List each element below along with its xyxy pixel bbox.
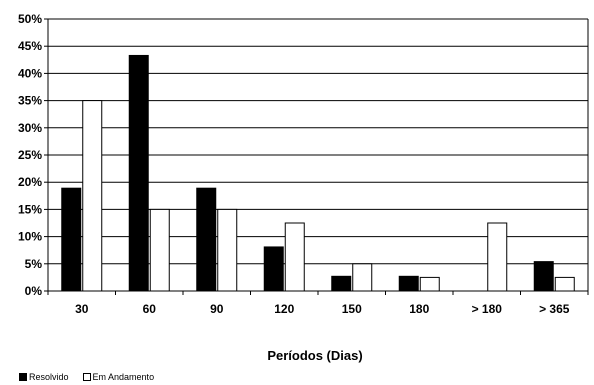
x-tick-label: 180 <box>409 302 429 316</box>
bar-em-andamento <box>487 222 508 292</box>
x-tick-label: > 365 <box>539 302 570 316</box>
bar-resolvido <box>263 246 284 292</box>
x-axis-label: Períodos (Dias) <box>267 348 362 363</box>
legend-swatch-em-andamento <box>82 373 91 381</box>
bar-em-andamento <box>554 276 575 292</box>
x-tick-label: 120 <box>274 302 294 316</box>
bar-em-andamento <box>284 222 305 292</box>
x-tick-label: 30 <box>75 302 89 316</box>
y-tick-label: 35% <box>18 94 42 108</box>
legend: Resolvido Em Andamento <box>19 372 154 382</box>
y-tick-label: 40% <box>18 66 42 80</box>
bar-em-andamento <box>419 276 440 292</box>
y-tick-label: 20% <box>18 175 42 189</box>
bar-resolvido <box>331 275 352 292</box>
y-tick-label: 45% <box>18 39 42 53</box>
bar-em-andamento <box>217 208 238 292</box>
y-tick-label: 10% <box>18 230 42 244</box>
bars <box>61 54 575 292</box>
y-axis-ticks: 0% 5% 10% 15% 20% 25% 30% 35% 40% 45% 50% <box>18 12 48 298</box>
x-tick-label: > 180 <box>472 302 503 316</box>
y-tick-label: 0% <box>25 284 43 298</box>
x-tick-label: 90 <box>210 302 224 316</box>
legend-swatch-resolvido <box>19 373 27 381</box>
bar-em-andamento <box>82 100 103 292</box>
x-tick-label: 150 <box>342 302 362 316</box>
bar-resolvido <box>61 187 82 292</box>
legend-item-em-andamento: Em Andamento <box>82 372 155 382</box>
bar-resolvido <box>128 54 149 292</box>
y-tick-label: 15% <box>18 202 42 216</box>
x-tick-label: 60 <box>143 302 157 316</box>
y-tick-label: 5% <box>25 257 43 271</box>
y-tick-label: 25% <box>18 148 42 162</box>
bar-em-andamento <box>149 208 170 292</box>
legend-label-em-andamento: Em Andamento <box>92 372 155 382</box>
y-tick-label: 30% <box>18 121 42 135</box>
axes <box>47 19 589 292</box>
x-axis-ticks: 30 60 90 120 150 180 > 180 > 365 <box>47 291 589 316</box>
bar-resolvido <box>196 187 217 292</box>
bar-resolvido <box>398 275 419 292</box>
bar-em-andamento <box>352 263 373 292</box>
y-tick-label: 50% <box>18 12 42 26</box>
legend-label-resolvido: Resolvido <box>29 372 69 382</box>
bar-resolvido <box>533 261 554 292</box>
legend-item-resolvido: Resolvido <box>19 372 69 382</box>
